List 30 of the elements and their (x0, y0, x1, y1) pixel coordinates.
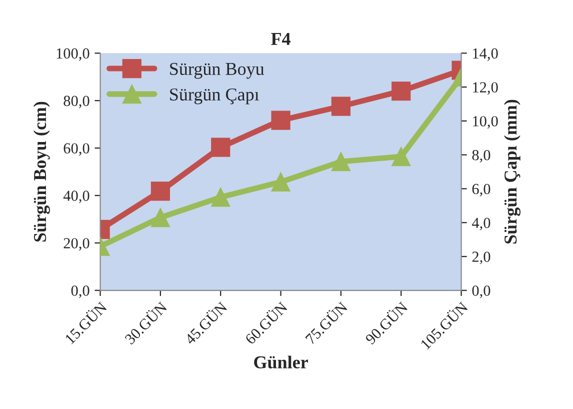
point (150, 182, 170, 201)
point (211, 188, 230, 207)
point (271, 172, 290, 192)
x-axis-title: Günler (254, 356, 308, 368)
point (392, 82, 411, 101)
y-axis-title: Sürgün Boyu (cm) (33, 102, 50, 242)
point (211, 138, 230, 157)
y-tick-label: 100,0 (56, 48, 90, 61)
point (150, 208, 170, 228)
y-tick-label: 20,0 (64, 238, 90, 251)
y2-tick-label: 14,0 (473, 48, 498, 61)
point (271, 110, 290, 130)
y2-tick-label: 12,0 (473, 82, 498, 95)
y-tick-label: 40,0 (63, 190, 90, 204)
point (331, 152, 350, 172)
chart-title: F4 (271, 32, 290, 45)
point (331, 96, 350, 116)
y-tick-label: 60,0 (64, 143, 90, 156)
y2-tick-label: 2,0 (472, 252, 490, 264)
y2-tick-label: 6,0 (472, 184, 490, 196)
y-tick-label: 80,0 (64, 96, 90, 108)
legend-label: Sürgün Boyu (170, 62, 264, 79)
y2-tick-label: 4,0 (472, 218, 490, 230)
y2-axis-title: Sürgün Çapı (mm) (504, 100, 520, 244)
y2-tick-label: 0,0 (472, 286, 490, 298)
point (392, 146, 411, 166)
y2-tick-label: 10,0 (473, 116, 498, 129)
legend-label: Sürgün Çapı (170, 88, 260, 104)
y-tick-label: 0,0 (71, 286, 90, 298)
y2-tick-label: 8,0 (472, 150, 490, 162)
